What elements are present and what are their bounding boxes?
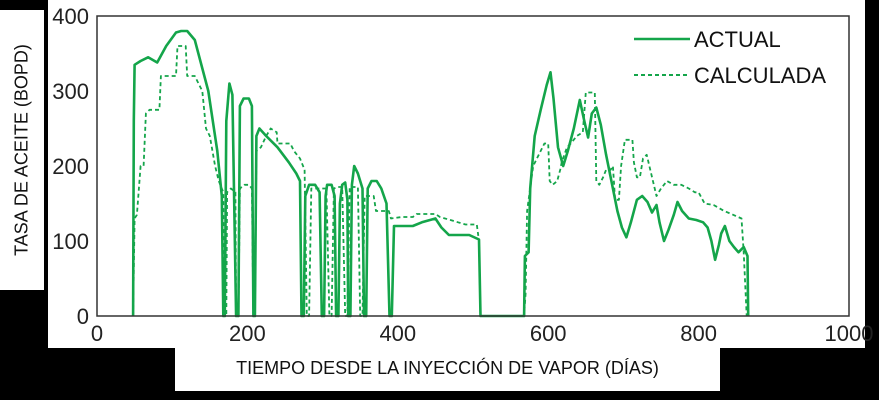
- y-axis-label-box: TASA DE ACEITE (BOPD): [0, 10, 44, 290]
- legend: ACTUAL CALCULADA: [634, 27, 826, 88]
- x-tick-label: 400: [379, 321, 416, 346]
- x-tick-label: 1000: [825, 321, 874, 346]
- y-axis-label: TASA DE ACEITE (BOPD): [11, 44, 32, 256]
- x-axis-label: TIEMPO DESDE LA INYECCIÓN DE VAPOR (DÍAS…: [236, 358, 659, 378]
- y-tick-label: 400: [52, 4, 89, 29]
- plot-panel: [48, 0, 865, 348]
- y-tick-label: 100: [52, 229, 89, 254]
- axes: 0 200 400 600 800 1000 0 100 200 300 400: [52, 4, 873, 346]
- y-tick-label: 300: [52, 79, 89, 104]
- x-tick-label: 600: [530, 321, 567, 346]
- legend-label-calculada: CALCULADA: [694, 63, 826, 88]
- y-tick-label: 200: [52, 154, 89, 179]
- x-tick-label: 800: [680, 321, 717, 346]
- legend-label-actual: ACTUAL: [694, 27, 781, 52]
- x-tick-label: 0: [91, 321, 103, 346]
- x-tick-label: 200: [229, 321, 266, 346]
- x-axis-label-box: TIEMPO DESDE LA INYECCIÓN DE VAPOR (DÍAS…: [175, 345, 720, 391]
- series-line-calculada: [132, 45, 748, 317]
- plot-area: [131, 29, 750, 318]
- y-tick-label: 0: [77, 304, 89, 329]
- plot-frame: [96, 15, 850, 317]
